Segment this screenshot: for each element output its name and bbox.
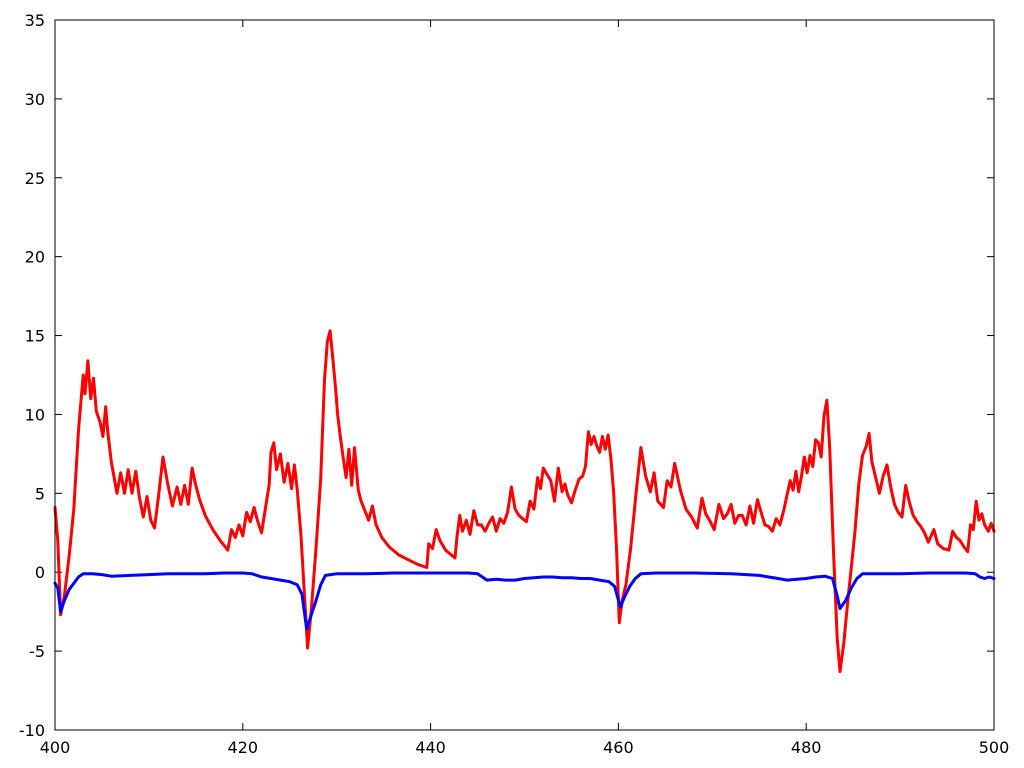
x-axis-ticks: 400 420 440 460 480 500 bbox=[40, 20, 1010, 757]
y-tick-label: 10 bbox=[25, 405, 45, 424]
series-lines bbox=[53, 329, 996, 674]
x-tick-label: 500 bbox=[979, 738, 1010, 757]
y-tick-label: 25 bbox=[25, 169, 45, 188]
y-tick-label: -5 bbox=[29, 642, 45, 661]
y-tick-label: 0 bbox=[35, 563, 45, 582]
series-line-2 bbox=[53, 571, 996, 631]
x-tick-label: 460 bbox=[603, 738, 634, 757]
y-tick-label: 15 bbox=[25, 327, 45, 346]
y-tick-label: 30 bbox=[25, 90, 45, 109]
x-tick-label: 440 bbox=[415, 738, 446, 757]
y-tick-label: 35 bbox=[25, 11, 45, 30]
y-tick-label: 5 bbox=[35, 484, 45, 503]
y-tick-label: -10 bbox=[19, 721, 45, 740]
x-tick-label: 420 bbox=[228, 738, 259, 757]
x-tick-label: 400 bbox=[40, 738, 71, 757]
y-tick-label: 20 bbox=[25, 248, 45, 267]
plot-frame bbox=[54, 19, 995, 731]
series-line-1 bbox=[53, 329, 996, 674]
x-tick-label: 480 bbox=[791, 738, 822, 757]
